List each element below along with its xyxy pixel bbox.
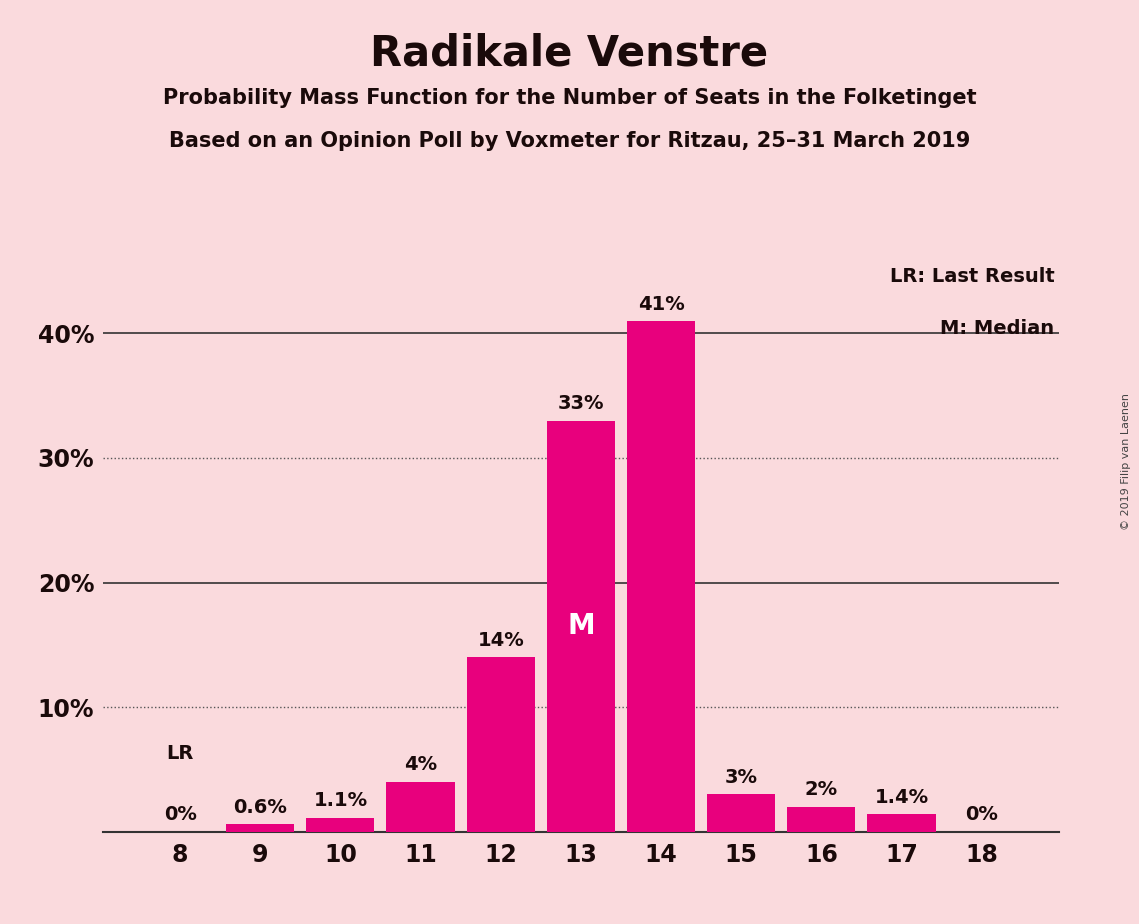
Text: 41%: 41% (638, 295, 685, 313)
Text: 4%: 4% (404, 755, 437, 774)
Bar (306, 818, 375, 832)
Text: Radikale Venstre: Radikale Venstre (370, 32, 769, 74)
Text: 0.6%: 0.6% (233, 797, 287, 817)
Text: © 2019 Filip van Laenen: © 2019 Filip van Laenen (1121, 394, 1131, 530)
Bar (227, 824, 294, 832)
Text: LR: LR (166, 744, 194, 763)
Text: 3%: 3% (724, 768, 757, 786)
Text: 33%: 33% (558, 395, 604, 413)
Bar (386, 782, 454, 832)
Text: 14%: 14% (477, 631, 524, 650)
Text: 1.1%: 1.1% (313, 792, 368, 810)
Text: Probability Mass Function for the Number of Seats in the Folketinget: Probability Mass Function for the Number… (163, 88, 976, 108)
Bar (787, 807, 855, 832)
Text: 0%: 0% (164, 805, 197, 824)
Text: Based on an Opinion Poll by Voxmeter for Ritzau, 25–31 March 2019: Based on an Opinion Poll by Voxmeter for… (169, 131, 970, 152)
Text: 0%: 0% (965, 805, 998, 824)
Bar (547, 420, 615, 832)
Text: 2%: 2% (805, 780, 838, 799)
Text: LR: Last Result: LR: Last Result (890, 267, 1055, 286)
Text: M: M (567, 612, 595, 640)
Text: 1.4%: 1.4% (875, 787, 928, 807)
Text: M: Median: M: Median (941, 319, 1055, 338)
Bar (707, 795, 776, 832)
Bar (626, 321, 695, 832)
Bar (467, 657, 535, 832)
Bar (868, 814, 935, 832)
